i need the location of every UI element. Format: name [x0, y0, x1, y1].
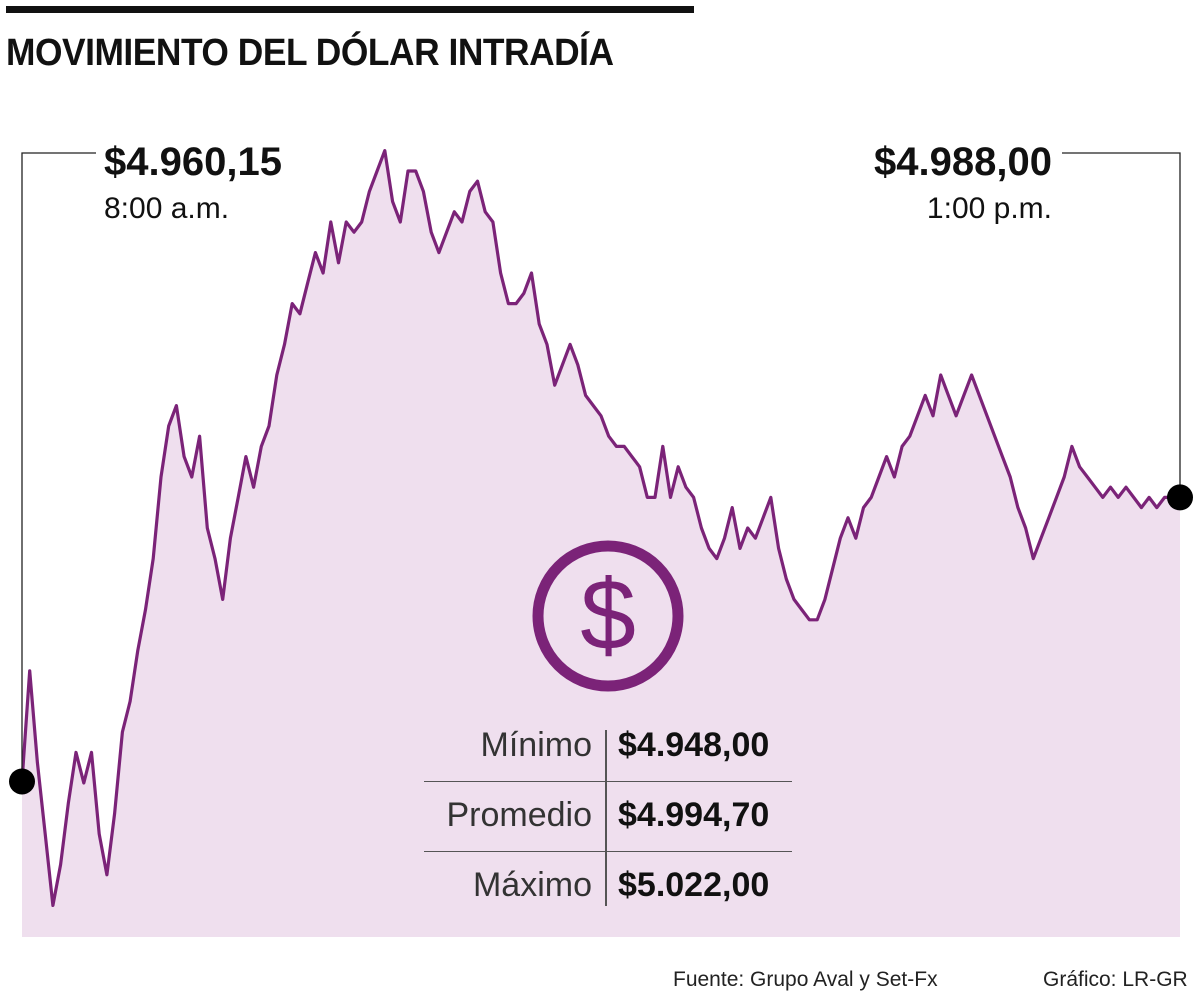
start-price-label: $4.960,15	[104, 140, 282, 184]
stat-row-average: Promedio $4.994,70	[424, 781, 792, 851]
series-line	[20, 149, 1180, 907]
stat-row-maximum: Máximo $5.022,00	[424, 851, 792, 921]
end-leader-line	[1062, 152, 1181, 498]
end-point-marker	[1167, 484, 1193, 511]
end-time-label: 1:00 p.m.	[926, 192, 1052, 225]
end-price-label: $4.988,00	[874, 140, 1052, 184]
stats-table: Mínimo $4.948,00 Promedio $4.994,70 Máxi…	[424, 712, 792, 921]
top-rule	[6, 6, 694, 13]
stat-label: Mínimo	[480, 726, 592, 764]
dollar-coin-icon: $	[532, 540, 684, 692]
stat-value: $4.948,00	[618, 726, 770, 764]
start-time-label: 8:00 a.m.	[104, 192, 230, 225]
start-point-marker	[9, 768, 35, 795]
source-credit: Fuente: Grupo Aval y Set-Fx	[673, 968, 938, 991]
stat-label: Máximo	[472, 866, 592, 904]
chart-title: MOVIMIENTO DEL DÓLAR INTRADÍA	[6, 32, 614, 74]
stat-label: Promedio	[446, 796, 592, 834]
stat-value: $5.022,00	[618, 866, 770, 904]
dollar-sign-glyph: $	[580, 559, 636, 671]
stat-row-minimum: Mínimo $4.948,00	[424, 712, 792, 781]
stat-value: $4.994,70	[618, 796, 770, 834]
graphic-credit: Gráfico: LR-GR	[1043, 968, 1188, 991]
stats-divider	[605, 730, 607, 906]
start-leader-line	[21, 152, 96, 782]
